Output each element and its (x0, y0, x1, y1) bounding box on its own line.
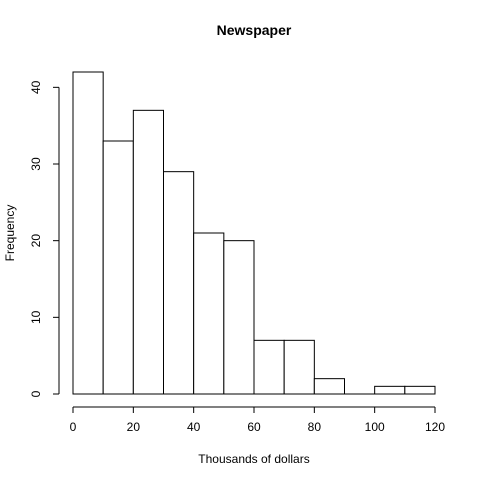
x-tick-label: 20 (127, 420, 141, 434)
x-tick-label: 0 (70, 420, 77, 434)
histogram-bar (193, 232, 225, 395)
x-tick-label: 100 (365, 420, 385, 434)
y-tick-label: 10 (29, 310, 43, 324)
y-axis: 0 10 20 30 40 (29, 80, 60, 397)
histogram-bar (72, 71, 104, 395)
bars-group (72, 71, 436, 395)
histogram-bar (374, 385, 406, 395)
x-tick-label: 120 (425, 420, 445, 434)
histogram-bar (313, 378, 346, 395)
x-axis: 0 20 40 60 80 100 120 (70, 406, 445, 434)
chart-title: Newspaper (217, 22, 292, 38)
y-tick-label: 20 (29, 234, 43, 248)
histogram-bar (102, 140, 134, 395)
x-tick-label: 60 (247, 420, 261, 434)
y-tick-label: 0 (29, 390, 43, 397)
x-tick-label: 40 (187, 420, 201, 434)
y-tick-label: 40 (29, 80, 43, 94)
y-tick-label: 30 (29, 157, 43, 171)
histogram-bar (163, 171, 195, 395)
histogram-bar (283, 339, 315, 395)
x-axis-label: Thousands of dollars (198, 452, 309, 466)
histogram-bar (132, 109, 164, 395)
histogram-bar (253, 339, 285, 395)
histogram-bar (404, 385, 436, 395)
y-axis-label: Frequency (3, 205, 17, 262)
x-tick-label: 80 (308, 420, 322, 434)
histogram-bar (223, 240, 255, 395)
